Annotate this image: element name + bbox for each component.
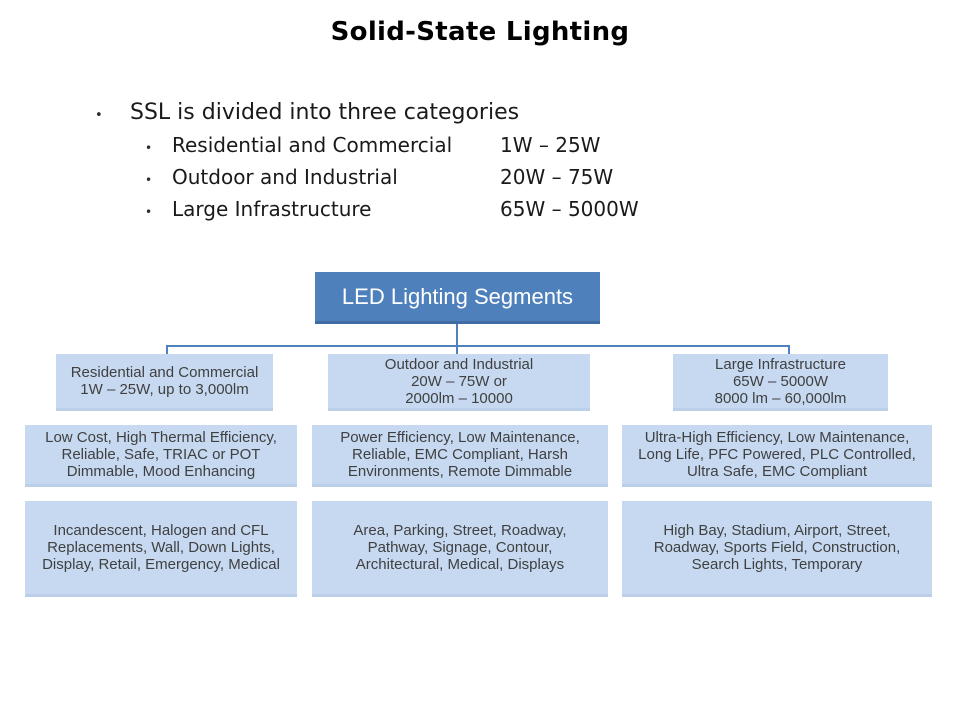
connector-line	[456, 324, 458, 346]
connector-line	[788, 346, 790, 354]
bullet-main-text: SSL is divided into three categories	[130, 100, 520, 125]
features-box-residential: Low Cost, High Thermal Efficiency, Relia…	[25, 425, 297, 487]
connector-line	[166, 346, 168, 354]
bullet-sub-label: Outdoor and Industrial	[172, 165, 398, 189]
bullet-subitem: • Outdoor and Industrial 20W – 75W	[95, 165, 815, 189]
bullet-icon: •	[95, 108, 103, 123]
bullet-icon: •	[145, 141, 153, 155]
bullet-sub-label: Large Infrastructure	[172, 197, 372, 221]
features-box-infrastructure: Ultra-High Efficiency, Low Maintenance, …	[622, 425, 932, 487]
applications-box-infrastructure: High Bay, Stadium, Airport, Street, Road…	[622, 501, 932, 597]
applications-box-outdoor: Area, Parking, Street, Roadway, Pathway,…	[312, 501, 608, 597]
bullet-icon: •	[145, 173, 153, 187]
bullet-sub-label: Residential and Commercial	[172, 133, 453, 157]
features-box-outdoor: Power Efficiency, Low Maintenance, Relia…	[312, 425, 608, 487]
diagram-root-box: LED Lighting Segments	[315, 272, 600, 324]
bullet-sub-range: 1W – 25W	[500, 133, 601, 157]
connector-line	[456, 346, 458, 354]
bullet-sub-range: 20W – 75W	[500, 165, 614, 189]
bullet-icon: •	[145, 205, 153, 219]
segment-box-outdoor: Outdoor and Industrial 20W – 75W or 2000…	[328, 354, 590, 411]
segment-box-residential: Residential and Commercial 1W – 25W, up …	[56, 354, 273, 411]
bullet-subitem: • Residential and Commercial 1W – 25W	[95, 133, 815, 157]
applications-box-residential: Incandescent, Halogen and CFL Replacemen…	[25, 501, 297, 597]
bullet-sub-range: 65W – 5000W	[500, 197, 639, 221]
bullet-item-main: • SSL is divided into three categories	[95, 100, 815, 125]
page-title: Solid-State Lighting	[330, 17, 630, 47]
connector-line	[166, 345, 790, 347]
bullet-subitem: • Large Infrastructure 65W – 5000W	[95, 197, 815, 221]
segment-box-infrastructure: Large Infrastructure 65W – 5000W 8000 lm…	[673, 354, 888, 411]
bullet-list: • SSL is divided into three categories •…	[95, 100, 815, 221]
